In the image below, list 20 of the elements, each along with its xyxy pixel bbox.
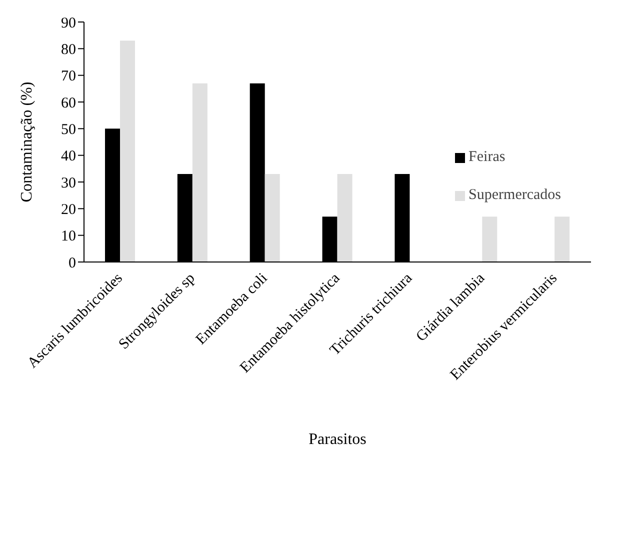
y-tick-label: 60 (61, 95, 76, 112)
y-tick-label: 20 (61, 202, 76, 218)
legend-label: Supermercados (468, 187, 561, 203)
y-tick-label: 90 (61, 15, 76, 32)
y-tick-label: 30 (61, 175, 76, 192)
y-axis-title: Contaminação (%) (18, 82, 36, 202)
bar (120, 40, 135, 262)
bar (264, 174, 280, 262)
bar (554, 216, 570, 262)
y-tick-label: 10 (61, 228, 76, 245)
y-tick-label: 80 (61, 42, 76, 58)
bar (337, 174, 352, 262)
y-tick-label: 50 (61, 122, 76, 138)
bar (482, 216, 498, 262)
legend-label: Feiras (468, 149, 506, 165)
x-axis-title: Parasitos (308, 431, 366, 448)
y-tick-label: 0 (68, 255, 76, 272)
y-tick-label: 70 (61, 68, 76, 85)
y-tick-label: 40 (61, 148, 76, 165)
bar (192, 83, 208, 262)
